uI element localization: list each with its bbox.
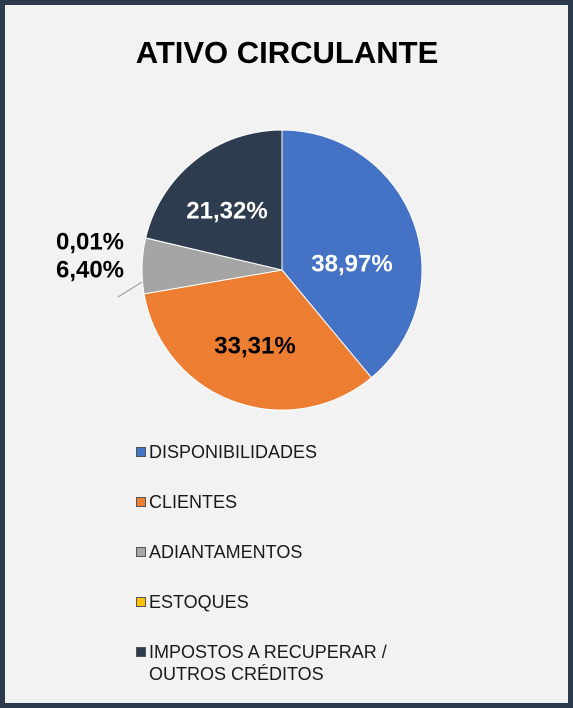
chart-title: ATIVO CIRCULANTE — [136, 35, 439, 70]
legend-item: IMPOSTOS A RECUPERAR / OUTROS CRÉDITOS — [136, 641, 466, 691]
data-label: 0,01% — [56, 228, 124, 255]
legend-swatch — [136, 597, 146, 607]
data-label: 38,97% — [311, 250, 392, 277]
pie-slice — [145, 129, 283, 271]
legend-swatch — [136, 547, 146, 557]
legend-label: CLIENTES — [149, 492, 238, 512]
legend-item: ADIANTAMENTOS — [136, 541, 466, 591]
pie-slice — [281, 129, 423, 379]
legend-item: DISPONIBILIDADES — [136, 441, 466, 491]
data-label: 33,31% — [214, 332, 295, 359]
pie-slice — [143, 269, 373, 411]
legend-item: CLIENTES — [136, 491, 466, 541]
legend-item: ESTOQUES — [136, 591, 466, 641]
legend-label: IMPOSTOS A RECUPERAR / OUTROS CRÉDITOS — [149, 642, 387, 684]
leader-line — [117, 281, 143, 298]
legend: DISPONIBILIDADES CLIENTES ADIANTAMENTOS EST… — [136, 441, 466, 691]
legend-label: DISPONIBILIDADES — [149, 442, 318, 462]
data-label: 21,32% — [186, 197, 267, 224]
data-label: 6,40% — [56, 256, 124, 283]
legend-swatch — [136, 647, 146, 657]
legend-label: ESTOQUES — [149, 592, 249, 612]
legend-label: ADIANTAMENTOS — [149, 542, 303, 562]
legend-swatch — [136, 447, 146, 457]
chart-svg: ATIVO CIRCULANTE 38,97% 33,31% 6,40%0,01% 2… — [56, 35, 439, 411]
legend-swatch — [136, 497, 146, 507]
